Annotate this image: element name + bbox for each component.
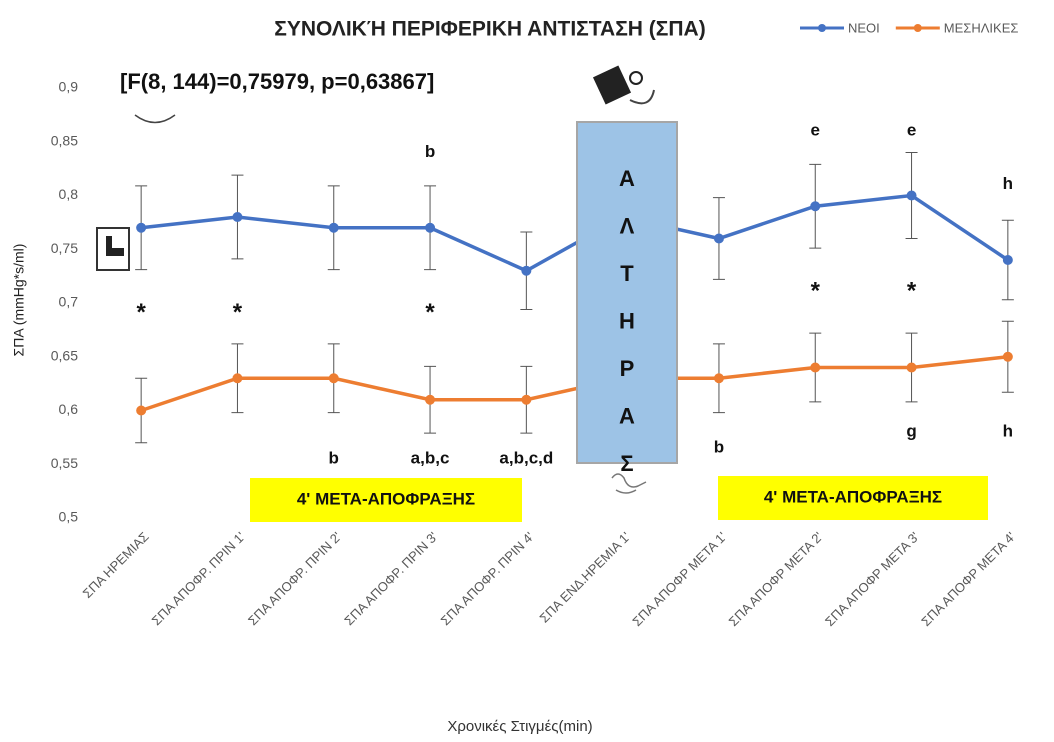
side-letter: Η: [619, 308, 635, 333]
annotation: *: [811, 278, 821, 305]
phase-box: [718, 476, 988, 520]
annotation: a,b,c: [411, 448, 450, 467]
point: [521, 394, 532, 405]
legend-marker: [913, 24, 922, 32]
annotation: h: [1003, 421, 1013, 440]
side-letter: Ρ: [620, 356, 635, 381]
icon-arm: [611, 473, 647, 494]
y-tick-label: 0,75: [51, 240, 78, 256]
point: [906, 362, 917, 373]
phase-box: [250, 478, 522, 522]
x-axis-label: Χρονικές Στιγμές(min): [447, 718, 592, 735]
annotation: *: [233, 299, 243, 326]
annotation: *: [907, 278, 917, 305]
x-tick-label: ΣΠΑ ΑΠΟΦΡ. ΠΡΙΝ 4': [438, 529, 537, 628]
annotation: b: [425, 142, 435, 161]
point: [713, 373, 724, 384]
x-tick-label: ΣΠΑ ΕΝΔ.ΗΡΕΜΙΑ 1': [536, 529, 633, 626]
annotation: h: [1003, 174, 1013, 193]
y-axis-label: ΣΠΑ (mmHg*s/ml): [11, 244, 27, 357]
point: [906, 190, 917, 201]
y-tick-label: 0,9: [59, 79, 79, 95]
point: [328, 222, 339, 233]
point: [1002, 255, 1013, 265]
y-tick-label: 0,6: [59, 401, 79, 417]
y-tick-label: 0,55: [51, 455, 78, 471]
x-tick-label: ΣΠΑ ΑΠΟΦΡ. ΠΡΙΝ 1': [149, 529, 248, 628]
annotation: *: [425, 299, 435, 326]
point: [232, 373, 243, 384]
side-letter: Σ: [620, 451, 633, 476]
x-tick-label: ΣΠΑ ΑΠΟΦΡ. ΠΡΙΝ 3': [341, 529, 440, 628]
y-tick-label: 0,85: [51, 132, 78, 148]
x-tick-label: ΣΠΑ ΑΠΟΦΡ ΜΕΤΑ 2': [726, 529, 826, 629]
x-tick-label: ΣΠΑ ΑΠΟΦΡ ΜΕΤΑ 1': [629, 529, 729, 629]
y-tick-label: 0,7: [59, 294, 79, 310]
chart-title: ΣΥΝΟΛΙΚΉ ΠΕΡΙΦΕΡΙΚΗ ΑΝΤΙΣΤΑΣΗ (ΣΠΑ): [274, 18, 705, 41]
annotation: g: [906, 421, 916, 440]
annotation: *: [136, 299, 146, 326]
phase-label: 4' ΜΕΤΑ-ΑΠΟΦΡΑΞΗΣ: [297, 489, 475, 508]
legend-marker: [818, 24, 826, 32]
point: [232, 212, 243, 222]
x-tick-label: ΣΠΑ ΑΠΟΦΡ ΜΕΤΑ 4': [918, 529, 1018, 629]
side-letter: Α: [619, 166, 635, 191]
series-line: [140, 355, 1009, 413]
x-tick-label: ΣΠΑ ΑΠΟΦΡ. ΠΡΙΝ 2': [245, 529, 344, 628]
point: [810, 201, 821, 212]
side-letter: Λ: [620, 213, 635, 238]
y-tick-label: 0,8: [59, 186, 79, 202]
side-letter: Α: [619, 403, 635, 428]
point: [713, 233, 724, 244]
icon-seated: [96, 227, 130, 271]
annotation: a,b,c,d: [499, 448, 553, 467]
side-box: [576, 121, 678, 464]
point: [136, 405, 147, 416]
annotation: b: [714, 438, 724, 457]
series-line: [140, 193, 1009, 273]
point: [521, 265, 532, 276]
point: [425, 222, 436, 233]
annotation: e: [907, 120, 916, 139]
y-tick-label: 0,65: [51, 347, 78, 363]
legend-label: ΝΕΟΙ: [848, 20, 880, 35]
side-letter: Τ: [620, 261, 634, 286]
point: [328, 373, 339, 384]
subtitle: [F(8, 144)=0,75979, p=0,63867]: [120, 69, 434, 94]
annotation: b: [329, 448, 339, 467]
x-tick-label: ΣΠΑ ΑΠΟΦΡ ΜΕΤΑ 3': [822, 529, 922, 629]
legend-label: ΜΕΣΗΛΙΚΕΣ: [944, 20, 1019, 35]
point: [1002, 351, 1013, 362]
phase-label: 4' ΜΕΤΑ-ΑΠΟΦΡΑΞΗΣ: [764, 487, 942, 506]
point: [136, 222, 147, 233]
point: [810, 362, 821, 373]
y-tick-label: 0,5: [59, 509, 79, 525]
icon-monitor: [592, 65, 655, 105]
icon-cuff: [134, 114, 176, 124]
point: [425, 394, 436, 405]
annotation: e: [811, 120, 820, 139]
x-tick-label: ΣΠΑ ΗΡΕΜΙΑΣ: [80, 529, 152, 601]
